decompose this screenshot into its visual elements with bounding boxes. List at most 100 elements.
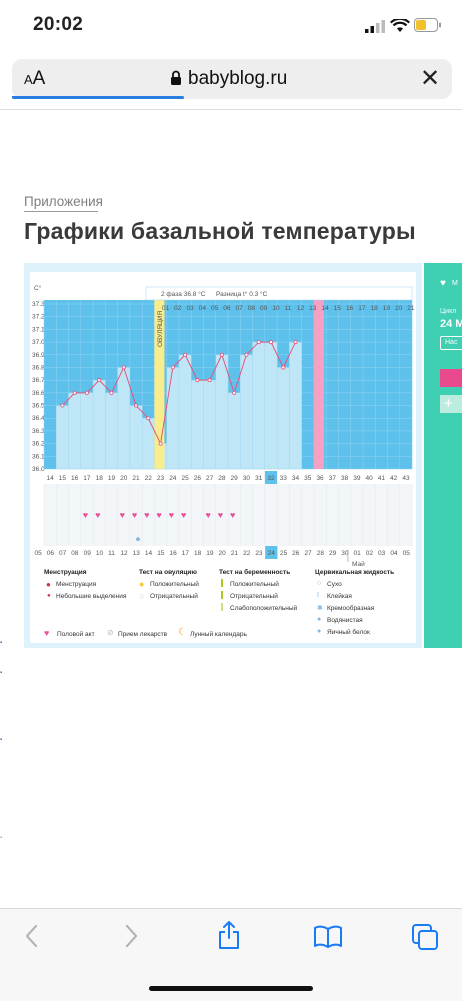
cycle-day: 36 xyxy=(316,475,324,482)
cycle-day-label: 16 xyxy=(346,305,354,312)
cycle-day: 17 xyxy=(83,475,91,482)
edit-button[interactable] xyxy=(440,369,462,387)
legend: Менструация Менструация Небольшие выделе… xyxy=(30,565,416,643)
date-label: 05 xyxy=(35,550,43,557)
chevron-left-icon[interactable] xyxy=(24,924,40,948)
margin-mark: ▪ xyxy=(0,835,3,841)
cycle-day-label: 04 xyxy=(199,305,207,312)
temperature-point xyxy=(183,352,188,357)
tabs-icon[interactable] xyxy=(411,923,439,951)
temperature-point xyxy=(281,365,286,370)
book-icon[interactable] xyxy=(313,925,343,949)
legend-item: Положительный xyxy=(150,581,199,588)
temperature-point xyxy=(109,390,114,395)
heart-icon: ♥ xyxy=(181,510,186,520)
date-label: 06 xyxy=(47,550,55,557)
cycle-day: 33 xyxy=(280,475,288,482)
cycle-day: 18 xyxy=(96,475,104,482)
cycle-day-label: 08 xyxy=(248,305,256,312)
temperature-point xyxy=(219,352,224,357)
legend-ovulation-test-title: Тест на овуляцию xyxy=(139,569,197,576)
cycle-value: 24 М xyxy=(440,318,462,330)
cycle-label: Цикл xyxy=(440,308,457,315)
test-strip-icon xyxy=(221,603,223,611)
cycle-day: 20 xyxy=(120,475,128,482)
heart-icon: ♥ xyxy=(230,510,235,520)
creamy-icon: ✱ xyxy=(317,605,323,612)
test-strip-icon xyxy=(221,579,223,587)
heart-icon: ♥ xyxy=(440,278,446,289)
date-label: 18 xyxy=(194,550,202,557)
dry-icon: ○ xyxy=(317,580,322,587)
temperature-bar xyxy=(117,367,131,470)
cycle-day: 41 xyxy=(378,475,386,482)
cycle-day: 35 xyxy=(304,475,312,482)
cycle-day-label: 20 xyxy=(395,305,403,312)
legend-item: Кремообразная xyxy=(327,605,375,612)
y-tick-label: 37.1 xyxy=(32,326,45,333)
temperature-point xyxy=(158,441,163,446)
phase2-label: 2 фаза 36.8 °C xyxy=(161,290,206,298)
cycle-day-label: 12 xyxy=(297,305,305,312)
divider xyxy=(0,109,462,110)
temperature-point xyxy=(121,365,126,370)
y-axis-ticks: 37.3 37.2 37.1 37.0 36.9 36.8 36.7 36.6 36.5 36.4… xyxy=(32,301,45,473)
blood-drop-icon: ● xyxy=(46,580,51,589)
chevron-right-icon[interactable] xyxy=(123,924,139,948)
y-tick-label: 37.3 xyxy=(32,301,45,308)
cycle-day: 21 xyxy=(132,475,140,482)
y-tick-label: 36.0 xyxy=(32,466,45,473)
temperature-bar xyxy=(276,367,290,470)
bbt-chart[interactable]: C° 37.337.237.137.036.936.836.736.636.53… xyxy=(30,272,416,643)
add-button[interactable]: + xyxy=(440,395,462,413)
temperature-point xyxy=(170,365,175,370)
date-label: 26 xyxy=(292,550,300,557)
address-bar[interactable] xyxy=(12,59,452,99)
heart-icon: ♥ xyxy=(144,510,149,520)
date-label: 17 xyxy=(182,550,190,557)
date-label: 19 xyxy=(206,550,214,557)
temperature-bar xyxy=(92,379,106,470)
close-icon[interactable]: ✕ xyxy=(420,65,441,92)
side-label: М xyxy=(452,280,458,287)
cycle-day: 32 xyxy=(267,475,275,482)
sun-icon: ● xyxy=(139,579,145,589)
temperature-point xyxy=(60,403,65,408)
heart-icon: ♥ xyxy=(120,510,125,520)
url-domain[interactable]: babyblog.ru xyxy=(188,68,288,89)
cycle-day: 31 xyxy=(255,475,263,482)
temperature-point xyxy=(268,340,273,345)
y-axis-unit: C° xyxy=(34,284,42,292)
share-icon[interactable] xyxy=(217,920,241,950)
settings-button[interactable]: Нас xyxy=(440,336,462,350)
temperature-point xyxy=(146,416,151,421)
cycle-day: 26 xyxy=(194,475,202,482)
y-tick-label: 36.8 xyxy=(32,364,45,371)
heart-icon: ♥ xyxy=(156,510,161,520)
legend-item: Клейкая xyxy=(327,593,352,600)
cycle-day-label: 05 xyxy=(211,305,219,312)
date-label: 05 xyxy=(403,550,411,557)
date-label: 22 xyxy=(243,550,251,557)
y-tick-label: 36.9 xyxy=(32,352,45,359)
temperature-point xyxy=(84,390,89,395)
side-panel xyxy=(424,263,462,648)
date-label: 14 xyxy=(145,550,153,557)
y-tick-label: 37.0 xyxy=(32,339,45,346)
breadcrumb[interactable]: Приложения xyxy=(24,194,103,209)
date-label: 29 xyxy=(329,550,337,557)
cycle-day-label: 17 xyxy=(358,305,366,312)
cycle-day: 34 xyxy=(292,475,300,482)
month-label: Май xyxy=(352,560,365,568)
wifi-icon xyxy=(390,19,410,32)
sticky-icon: Ӏ xyxy=(317,592,319,599)
heart-icon: ♥ xyxy=(206,510,211,520)
y-tick-label: 36.2 xyxy=(32,441,45,448)
page-title: Графики базальной температуры xyxy=(24,218,416,244)
cycle-day-label: 13 xyxy=(309,305,317,312)
reader-options-button[interactable]: AA xyxy=(24,68,46,89)
y-tick-label: 36.3 xyxy=(32,428,45,435)
legend-item: Половой акт xyxy=(57,631,95,638)
temperature-bar xyxy=(227,392,241,470)
cycle-day-label: 02 xyxy=(174,305,182,312)
